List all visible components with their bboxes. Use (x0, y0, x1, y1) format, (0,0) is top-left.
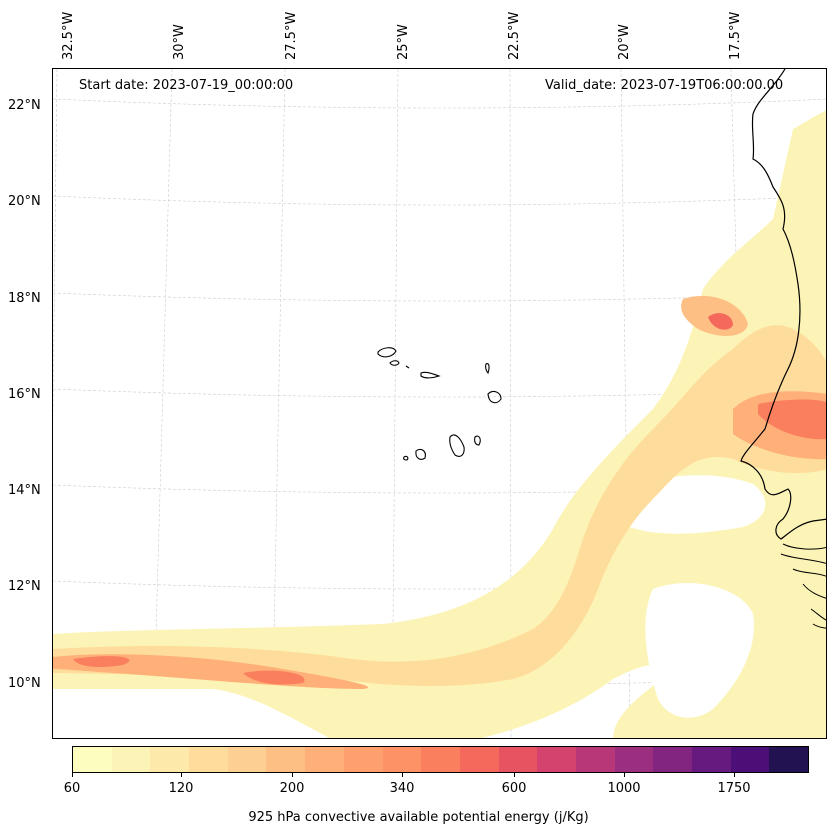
start-date-text: Start date: 2023-07-19_00:00:00 (79, 78, 294, 93)
colorbar-tickmark (514, 773, 515, 777)
meridian-22-5w (509, 69, 512, 738)
colorbar-segment (421, 747, 460, 772)
lon-label-32-5w: 32.5°W (61, 11, 76, 60)
lat-label-14n: 14°N (8, 483, 41, 498)
colorbar-segment (111, 747, 151, 772)
island-brava (403, 455, 409, 461)
colorbar-tickmark (292, 773, 293, 777)
lat-label-16n: 16°N (8, 387, 41, 402)
island-maio (474, 435, 481, 446)
colorbar-tick-label: 340 (389, 781, 415, 796)
lon-label-22-5w: 22.5°W (507, 11, 522, 60)
meridian-25w (391, 69, 399, 738)
colorbar-label: 925 hPa convective available potential e… (248, 810, 589, 825)
meridian-32-5w (53, 69, 58, 430)
cape-gap-2 (645, 583, 754, 718)
colorbar-segment (343, 747, 383, 772)
colorbar-segment (537, 747, 576, 772)
island-boa-vista (487, 390, 502, 404)
parallel-18n (53, 292, 826, 302)
colorbar-segment (73, 747, 112, 772)
lon-label-20w: 20°W (617, 24, 632, 60)
colorbar-segment (575, 747, 615, 772)
colorbar-segment (227, 747, 267, 772)
lon-label-17-5w: 17.5°W (728, 11, 743, 60)
meridian-20w (620, 69, 631, 738)
colorbar-tickmark (72, 773, 73, 777)
island-santiago (449, 434, 465, 457)
colorbar-tick-label: 1750 (717, 781, 751, 796)
lat-label-10n: 10°N (8, 676, 41, 691)
lon-label-25w: 25°W (396, 24, 411, 60)
parallel-12n (53, 580, 826, 590)
colorbar-segment (305, 747, 344, 772)
cape-contour-60 (53, 110, 826, 738)
valid-date-text: Valid_date: 2023-07-19T06:00:00.00 (545, 78, 784, 93)
parallel-14n (53, 484, 826, 494)
colorbar-segment (150, 747, 190, 772)
colorbar-segment (692, 747, 731, 772)
colorbar-segment (614, 747, 654, 772)
cape-contour-340-c (708, 313, 733, 330)
island-sal (485, 363, 490, 375)
colorbar-tickmark (734, 773, 735, 777)
colorbar-segment (459, 747, 499, 772)
colorbar-segment (769, 747, 809, 772)
island-sao-vicente (389, 360, 400, 366)
colorbar-segment (382, 747, 422, 772)
colorbar-tick-label: 60 (63, 781, 81, 796)
island-santo-antao (377, 347, 397, 358)
colorbar-tick-label: 1000 (607, 781, 641, 796)
colorbar-tick-label: 120 (168, 781, 194, 796)
colorbar (72, 746, 809, 773)
cape-gap-3 (53, 689, 330, 738)
lon-label-30w: 30°W (172, 24, 187, 60)
lat-label-12n: 12°N (8, 579, 41, 594)
colorbar-segment (653, 747, 692, 772)
parallel-20n (53, 195, 826, 206)
colorbar-tickmark (181, 773, 182, 777)
meridian-30w (152, 69, 173, 738)
parallel-22n (53, 98, 826, 109)
island-santa-luzia (405, 365, 410, 369)
cape-contour-200 (53, 325, 826, 687)
guinea-bissau-coast (780, 543, 826, 629)
africa-coastline (740, 69, 826, 540)
colorbar-tick-label: 600 (501, 781, 527, 796)
lat-label-20n: 20°N (8, 194, 41, 209)
meridian-27-5w (271, 69, 286, 738)
colorbar-segment (266, 747, 306, 772)
colorbar-segment (189, 747, 228, 772)
parallel-16n (53, 388, 826, 398)
lat-label-18n: 18°N (8, 291, 41, 306)
lat-label-22n: 22°N (8, 98, 41, 113)
cape-field (53, 110, 826, 738)
map-canvas (53, 69, 826, 738)
colorbar-tickmark (402, 773, 403, 777)
island-fogo (415, 448, 426, 460)
colorbar-tick-label: 200 (279, 781, 305, 796)
colorbar-tickmark (624, 773, 625, 777)
colorbar-segment (498, 747, 538, 772)
graticule (53, 69, 826, 738)
lon-label-27-5w: 27.5°W (284, 11, 299, 60)
colorbar-segment (730, 747, 770, 772)
cape-verde-islands (377, 347, 502, 461)
map-area (52, 68, 827, 739)
island-sao-nicolau (420, 371, 441, 379)
